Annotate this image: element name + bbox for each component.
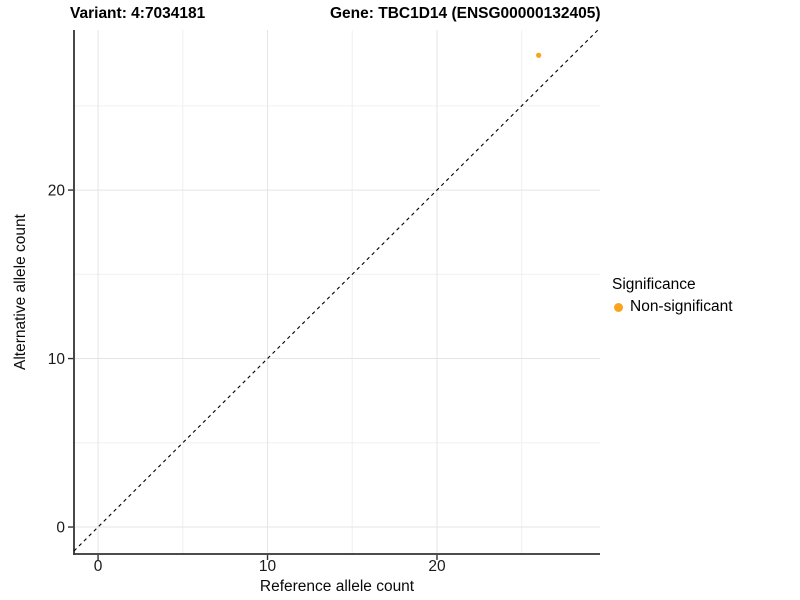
x-axis-label: Reference allele count — [259, 578, 415, 595]
y-tick-label: 0 — [56, 520, 65, 537]
legend-item-label: Non-significant — [630, 298, 733, 315]
y-tick-label: 10 — [48, 351, 66, 368]
x-tick-label: 0 — [94, 558, 103, 575]
legend-point-icon — [614, 302, 623, 312]
y-axis-label: Alternative allele count — [12, 214, 29, 370]
x-tick-label: 20 — [428, 558, 446, 575]
identity-line — [73, 29, 599, 552]
x-tick-label: 10 — [259, 558, 277, 575]
legend: Significance Non-significant — [612, 276, 733, 316]
y-tick-label: 20 — [48, 183, 66, 200]
legend-title: Significance — [612, 276, 696, 293]
data-point — [536, 52, 542, 58]
variant-title: Variant: 4:7034181 — [70, 5, 206, 22]
legend-item: Non-significant — [612, 298, 733, 316]
gene-title: Gene: TBC1D14 (ENSG00000132405) — [330, 5, 601, 22]
